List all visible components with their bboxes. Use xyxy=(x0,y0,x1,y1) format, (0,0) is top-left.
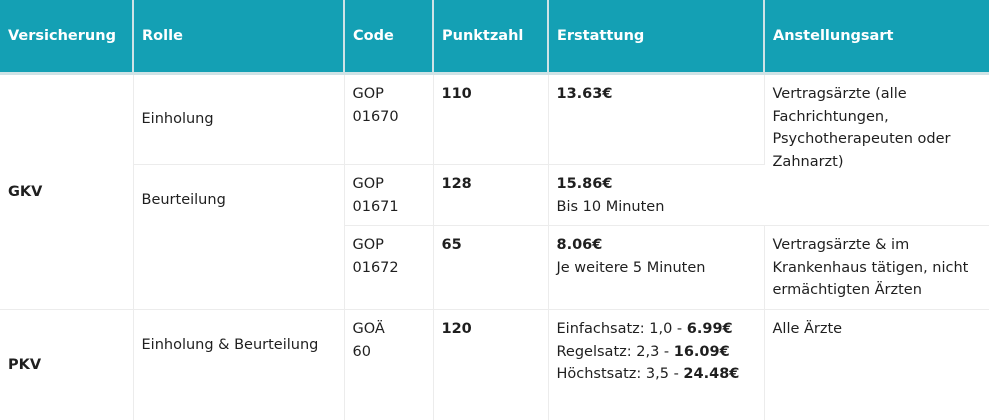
code-type: GOÄ xyxy=(353,318,425,341)
code-number: 01670 xyxy=(353,106,425,129)
code-cell: GOP 01672 xyxy=(344,226,433,310)
amount-note: Je weitere 5 Minuten xyxy=(557,257,756,280)
points-cell: 120 xyxy=(433,310,548,420)
header-versicherung: Versicherung xyxy=(0,0,133,74)
points-cell: 65 xyxy=(433,226,548,310)
points-cell: 110 xyxy=(433,74,548,165)
insurance-cell: GKV xyxy=(0,74,133,310)
rate-amount: 16.09€ xyxy=(674,344,730,360)
amount-value: 8.06€ xyxy=(557,234,756,257)
employment-cell: Alle Ärzte xyxy=(764,310,989,420)
role-cell: Einholung xyxy=(133,74,344,165)
reimbursement-cell: Einfachsatz: 1,0 - 6.99€ Regelsatz: 2,3 … xyxy=(548,310,764,420)
table-row: GKV Einholung GOP 01670 110 13.63€ Vertr… xyxy=(0,74,989,165)
code-number: 01671 xyxy=(353,196,425,219)
amount-note: Bis 10 Minuten xyxy=(557,196,757,219)
rate-label: Einfachsatz: 1,0 - xyxy=(557,321,687,337)
rate-line: Einfachsatz: 1,0 - 6.99€ xyxy=(557,318,756,341)
insurance-cell: PKV xyxy=(0,310,133,420)
header-row: Versicherung Rolle Code Punktzahl Erstat… xyxy=(0,0,989,74)
rate-label: Regelsatz: 2,3 - xyxy=(557,344,674,360)
points-value: 120 xyxy=(442,321,472,337)
points-value: 110 xyxy=(442,86,472,102)
header-punktzahl: Punktzahl xyxy=(433,0,548,74)
code-type: GOP xyxy=(353,173,425,196)
code-number: 60 xyxy=(353,341,425,364)
header-code: Code xyxy=(344,0,433,74)
code-cell: GOP 01671 xyxy=(344,165,433,226)
amount-value: 13.63€ xyxy=(557,86,613,102)
reimbursement-cell: 13.63€ xyxy=(548,74,764,165)
code-cell: GOP 01670 xyxy=(344,74,433,165)
reimbursement-cell: 8.06€ Je weitere 5 Minuten xyxy=(548,226,764,310)
employment-cell: Vertragsärzte & im Krankenhaus tätigen, … xyxy=(764,226,989,310)
header-rolle: Rolle xyxy=(133,0,344,74)
reimbursement-cell: 15.86€ Bis 10 Minuten xyxy=(548,165,764,226)
amount-value: 15.86€ xyxy=(557,173,757,196)
points-value: 128 xyxy=(442,176,472,192)
role-cell: Einholung & Beurteilung xyxy=(133,310,344,420)
points-cell: 128 xyxy=(433,165,548,226)
header-erstattung: Erstattung xyxy=(548,0,764,74)
code-type: GOP xyxy=(353,234,425,257)
employment-cell: Vertragsärzte (alle Fachrichtungen, Psyc… xyxy=(764,74,989,226)
header-anstellungsart: Anstellungsart xyxy=(764,0,989,74)
code-number: 01672 xyxy=(353,257,425,280)
table-row: PKV Einholung & Beurteilung GOÄ 60 120 E… xyxy=(0,310,989,420)
rate-amount: 6.99€ xyxy=(687,321,733,337)
rate-line: Höchstsatz: 3,5 - 24.48€ xyxy=(557,363,756,386)
code-type: GOP xyxy=(353,83,425,106)
rate-label: Höchstsatz: 3,5 - xyxy=(557,366,684,382)
rate-line: Regelsatz: 2,3 - 16.09€ xyxy=(557,341,756,364)
points-value: 65 xyxy=(442,237,462,253)
role-cell: Beurteilung xyxy=(133,165,344,310)
code-cell: GOÄ 60 xyxy=(344,310,433,420)
rate-amount: 24.48€ xyxy=(683,366,739,382)
